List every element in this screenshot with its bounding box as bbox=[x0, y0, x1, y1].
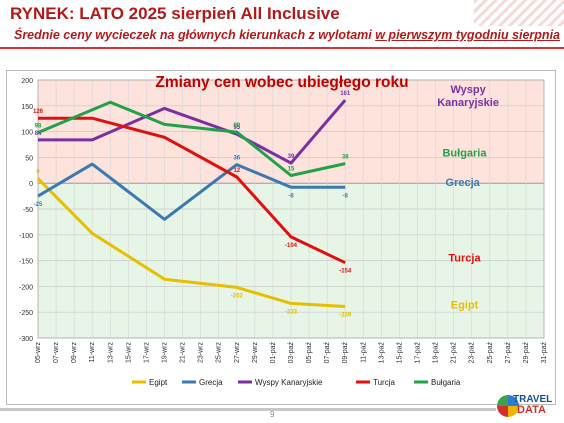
y-tick-label: -300 bbox=[19, 336, 33, 343]
header-rule bbox=[0, 47, 564, 49]
series-direct-label: Wyspy bbox=[450, 84, 486, 96]
subtitle-underlined: w pierwszym tygodniu sierpnia bbox=[375, 28, 560, 42]
x-tick-label: 21-wrz bbox=[180, 342, 187, 364]
x-tick-label: 09-paź bbox=[342, 342, 349, 364]
x-tick-label: 29-paź bbox=[523, 342, 530, 364]
x-tick-label: 19-wrz bbox=[162, 342, 169, 364]
x-tick-label: 07-wrz bbox=[53, 342, 60, 364]
y-tick-label: -50 bbox=[23, 207, 33, 214]
x-tick-label: 25-wrz bbox=[216, 342, 223, 364]
x-tick-label: 05-wrz bbox=[35, 342, 42, 364]
legend-label: Wyspy Kanaryjskie bbox=[255, 378, 323, 387]
series-direct-label: Turcja bbox=[448, 253, 481, 265]
data-label: -239 bbox=[339, 313, 352, 319]
legend-label: Grecja bbox=[199, 378, 223, 387]
x-tick-label: 17-wrz bbox=[143, 342, 150, 364]
x-tick-label: 13-paź bbox=[378, 342, 385, 364]
chart-frame bbox=[6, 70, 556, 405]
logo-text-data: DATA bbox=[517, 404, 546, 416]
chart-title: Zmiany cen wobec ubiegłego roku bbox=[155, 74, 408, 91]
legend-label: Bułgaria bbox=[431, 378, 461, 387]
y-tick-label: -100 bbox=[19, 233, 33, 240]
y-tick-label: 50 bbox=[25, 155, 33, 162]
series-line bbox=[38, 99, 347, 165]
data-label: 84 bbox=[35, 131, 42, 137]
x-tick-label: 19-paź bbox=[433, 342, 440, 364]
data-label: 99 bbox=[233, 123, 240, 129]
x-tick-label: 05-paź bbox=[306, 342, 313, 364]
x-tick-label: 25-paź bbox=[487, 342, 494, 364]
x-tick-label: 11-paź bbox=[360, 342, 367, 363]
y-tick-label: 0 bbox=[29, 181, 33, 188]
x-tick-label: 03-paź bbox=[288, 342, 295, 364]
data-label: 95 bbox=[233, 125, 240, 131]
data-label: -8 bbox=[343, 193, 349, 199]
x-tick-label: 01-paź bbox=[270, 342, 277, 364]
data-label: 38 bbox=[342, 155, 349, 161]
logo-globe-icon bbox=[497, 395, 519, 417]
x-tick-label: 09-wrz bbox=[71, 342, 78, 364]
x-tick-label: 29-wrz bbox=[252, 342, 259, 364]
x-tick-label: 23-paź bbox=[469, 342, 476, 364]
page-number: 9 bbox=[270, 410, 275, 419]
data-label: -154 bbox=[339, 269, 352, 275]
page-title: RYNEK: LATO 2025 sierpień All Inclusive bbox=[10, 4, 340, 23]
logo-text-travel: TRAVEL bbox=[513, 394, 553, 405]
page-subtitle: Średnie ceny wycieczek na głównych kieru… bbox=[0, 28, 560, 42]
series-direct-label: Kanaryjskie bbox=[437, 97, 499, 109]
series-direct-label: Egipt bbox=[451, 300, 479, 312]
header-decoration bbox=[474, 0, 564, 26]
data-label: 9 bbox=[36, 170, 40, 176]
x-tick-label: 15-paź bbox=[396, 342, 403, 364]
data-label: -104 bbox=[285, 243, 298, 249]
x-tick-label: 27-wrz bbox=[234, 342, 241, 364]
subtitle-text: Średnie ceny wycieczek na głównych kieru… bbox=[13, 28, 376, 42]
y-tick-label: -200 bbox=[19, 284, 33, 291]
data-label: -8 bbox=[288, 193, 294, 199]
series-line bbox=[36, 177, 346, 308]
y-tick-label: 100 bbox=[21, 130, 33, 137]
data-label: 98 bbox=[35, 124, 42, 130]
legend-label: Egipt bbox=[149, 378, 168, 387]
data-label: 36 bbox=[233, 156, 240, 162]
x-tick-label: 27-paź bbox=[505, 342, 512, 364]
x-tick-label: 11-wrz bbox=[89, 342, 96, 363]
data-label: -25 bbox=[34, 202, 43, 208]
x-tick-label: 17-paź bbox=[415, 342, 422, 364]
series-direct-label: Bułgaria bbox=[442, 147, 487, 159]
data-label: 126 bbox=[33, 109, 44, 115]
data-label: -233 bbox=[285, 309, 298, 315]
x-tick-label: 07-paź bbox=[324, 342, 331, 364]
x-tick-label: 21-paź bbox=[451, 342, 458, 364]
data-label: 12 bbox=[233, 168, 240, 174]
plot-area bbox=[37, 79, 545, 339]
data-label: 15 bbox=[288, 166, 295, 172]
footer-bar bbox=[0, 408, 496, 411]
y-tick-label: -150 bbox=[19, 259, 33, 266]
data-label: -202 bbox=[231, 293, 244, 299]
series-line bbox=[37, 162, 346, 221]
data-label: 39 bbox=[288, 154, 295, 160]
x-tick-label: 23-wrz bbox=[198, 342, 205, 364]
x-tick-label: 13-wrz bbox=[107, 342, 114, 364]
y-tick-label: 150 bbox=[21, 104, 33, 111]
data-label: 161 bbox=[340, 91, 351, 97]
y-tick-label: 200 bbox=[21, 78, 33, 85]
travel-data-logo: TRAVEL DATA bbox=[497, 392, 563, 420]
x-tick-label: 15-wrz bbox=[125, 342, 132, 364]
series-line bbox=[38, 116, 346, 265]
legend-label: Turcja bbox=[373, 378, 395, 387]
y-tick-label: -250 bbox=[19, 310, 33, 317]
series-line bbox=[37, 100, 346, 177]
series-direct-label: Grecja bbox=[446, 177, 481, 189]
x-tick-label: 31-paź bbox=[541, 342, 548, 364]
